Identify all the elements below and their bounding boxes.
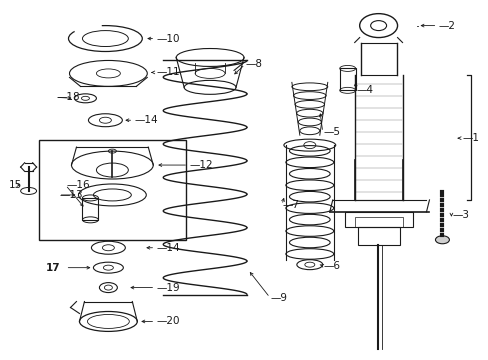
Text: —11: —11 — [156, 67, 180, 77]
Text: —4: —4 — [356, 85, 373, 95]
Bar — [344, 212, 412, 227]
Bar — [357, 227, 399, 245]
Text: —5: —5 — [323, 127, 340, 137]
Text: —10: —10 — [156, 33, 180, 44]
Text: —18: —18 — [57, 92, 80, 102]
Text: —8: —8 — [245, 59, 263, 69]
Text: —12: —12 — [189, 160, 212, 170]
Text: —7: —7 — [283, 200, 299, 210]
Bar — [339, 68, 355, 90]
Bar — [354, 217, 402, 227]
Text: 17: 17 — [46, 263, 61, 273]
Bar — [82, 198, 98, 220]
Text: —1: —1 — [462, 133, 478, 143]
Text: —14: —14 — [134, 115, 158, 125]
Text: —2: —2 — [438, 21, 454, 31]
Text: —19: —19 — [156, 283, 180, 293]
Text: —9: —9 — [270, 293, 287, 302]
Text: —20: —20 — [156, 316, 180, 327]
Text: —16: —16 — [66, 180, 90, 190]
Bar — [39, 140, 186, 240]
Text: —13: —13 — [60, 190, 83, 200]
Text: —3: —3 — [451, 210, 468, 220]
Ellipse shape — [435, 236, 448, 244]
Text: —6: —6 — [323, 261, 340, 271]
Text: 15: 15 — [9, 180, 22, 190]
Text: —14: —14 — [156, 243, 180, 253]
